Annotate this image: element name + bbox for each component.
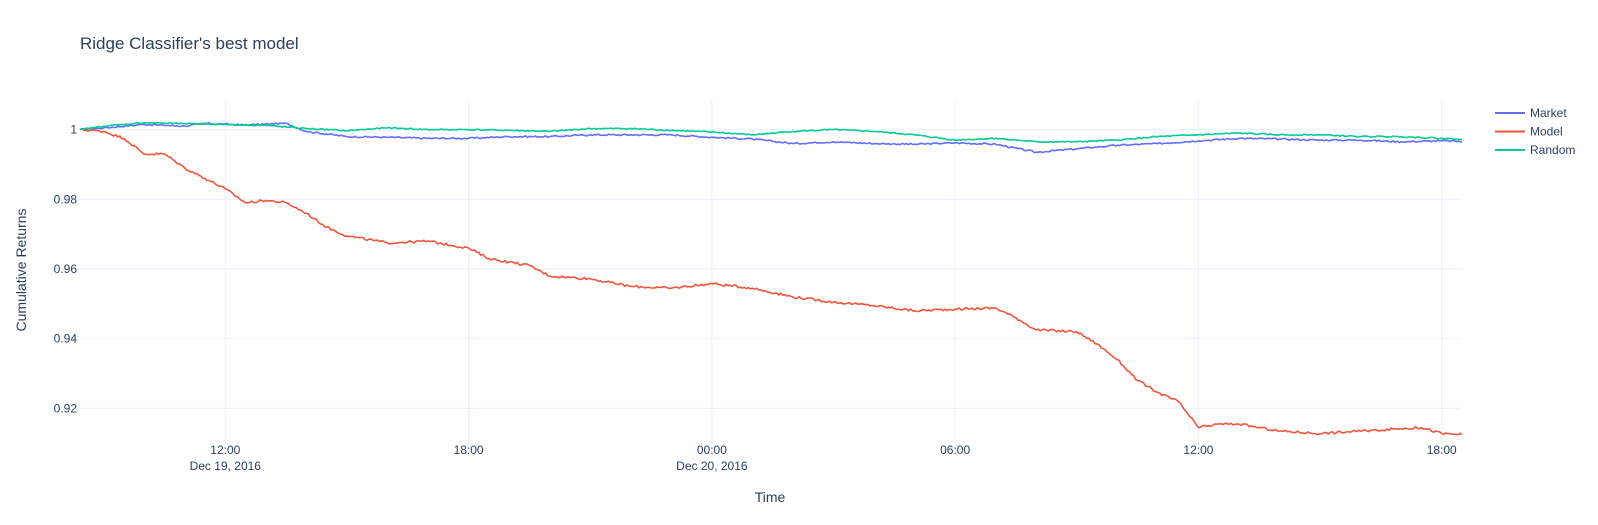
y-tick-label: 0.98: [54, 192, 78, 206]
x-tick-label: 12:00: [1183, 443, 1213, 457]
x-axis-label: Time: [755, 489, 786, 505]
legend-label: Random: [1530, 143, 1575, 157]
chart-title: Ridge Classifier's best model: [80, 34, 299, 53]
legend[interactable]: Market Model Random: [1495, 106, 1575, 157]
y-tick-label: 0.94: [54, 332, 78, 346]
x-tick-label: 12:00: [210, 443, 240, 457]
y-tick-label: 0.96: [54, 262, 78, 276]
legend-label: Model: [1530, 125, 1563, 139]
series-line-random: [79, 121, 1462, 143]
series-line-market: [79, 122, 1463, 154]
x-gridlines: [224, 100, 1443, 445]
legend-item-model[interactable]: Model: [1495, 125, 1563, 139]
legend-item-random[interactable]: Random: [1495, 143, 1575, 157]
y-tick-label: 1: [70, 123, 77, 137]
x-axis-ticks: 12:00 Dec 19, 2016 18:00 00:00 Dec 20, 2016 0…: [190, 443, 1457, 473]
x-tick-label: 06:00: [940, 443, 970, 457]
y-axis-label: Cumulative Returns: [13, 209, 29, 332]
x-tick-date-label: Dec 19, 2016: [190, 459, 262, 473]
series-lines: [79, 121, 1463, 436]
y-tick-label: 0.92: [54, 401, 78, 415]
y-axis-ticks: 0.92 0.94 0.96 0.98 1: [54, 123, 78, 416]
x-tick-label: 18:00: [1427, 443, 1457, 457]
legend-label: Market: [1530, 106, 1567, 120]
x-tick-label: 00:00: [697, 443, 727, 457]
legend-item-market[interactable]: Market: [1495, 106, 1567, 120]
x-tick-label: 18:00: [454, 443, 484, 457]
series-line-model: [79, 128, 1463, 436]
x-tick-date-label: Dec 20, 2016: [676, 459, 748, 473]
y-gridlines: [80, 129, 1462, 409]
